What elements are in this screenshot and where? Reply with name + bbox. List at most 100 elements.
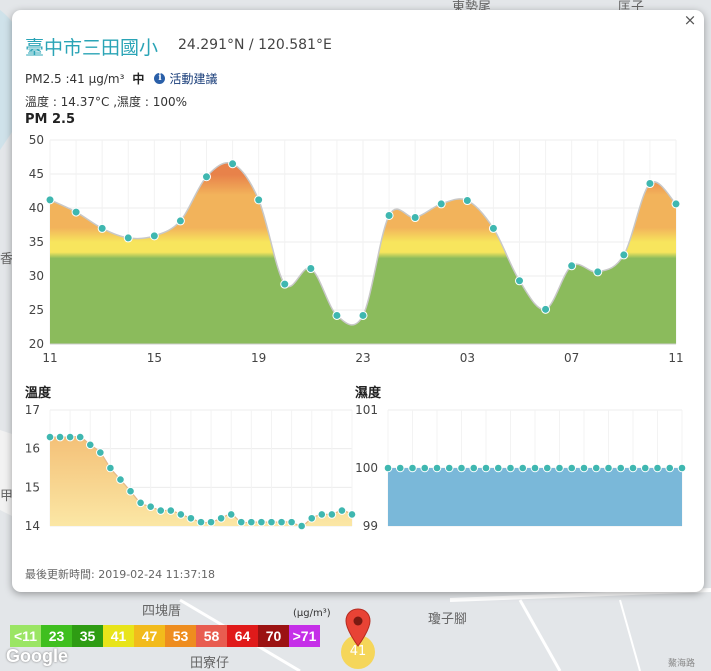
- data-point: [277, 517, 286, 527]
- data-point: [591, 463, 601, 473]
- data-point: [146, 502, 155, 511]
- data-point: [444, 463, 454, 473]
- data-point: [420, 463, 430, 473]
- y-tick-label: 50: [29, 133, 44, 147]
- data-point: [481, 463, 491, 473]
- temperature-chart-title: 溫度: [25, 386, 52, 401]
- data-point: [332, 310, 342, 320]
- data-point: [593, 267, 603, 277]
- data-point: [604, 463, 613, 473]
- data-point: [267, 517, 276, 527]
- legend-item: 41: [103, 625, 134, 647]
- data-point: [123, 233, 133, 243]
- data-point: [555, 463, 564, 473]
- data-point: [216, 513, 226, 523]
- data-point: [436, 199, 446, 209]
- data-point: [106, 463, 115, 473]
- pm25-chart: 20 25 30 35 40 45 50 11 15 19 23 03 07 11: [29, 133, 684, 365]
- data-point: [136, 498, 145, 508]
- pm25-legend: <11 23 35 41 47 53 58 64 70 >71: [10, 625, 320, 647]
- data-point: [96, 448, 105, 457]
- close-button[interactable]: ×: [683, 11, 697, 29]
- humidity-area: [388, 468, 682, 526]
- data-point: [653, 463, 662, 473]
- data-point: [395, 463, 405, 473]
- data-point: [166, 506, 176, 515]
- legend-item: 35: [72, 625, 103, 647]
- y-tick-label: 16: [25, 442, 40, 456]
- y-tick-label: 25: [29, 303, 44, 317]
- legend-item: 53: [165, 625, 196, 647]
- data-point: [530, 463, 540, 473]
- data-point: [640, 463, 650, 473]
- data-point: [149, 231, 159, 241]
- temp-humidity-summary: 溫度 : 14.37°C ,濕度 : 100%: [25, 95, 188, 109]
- pm25-chart-title: PM 2.5: [25, 112, 76, 127]
- data-point: [71, 207, 81, 217]
- data-point: [45, 195, 55, 205]
- data-point: [65, 432, 75, 442]
- y-tick-label: 30: [29, 269, 44, 283]
- map-label-tianliaozai: 田寮仔: [190, 656, 230, 671]
- temperature-chart: 14 15 16 17: [25, 403, 357, 533]
- data-point: [462, 196, 472, 206]
- data-point: [297, 521, 306, 531]
- data-point: [493, 463, 503, 473]
- data-point: [306, 264, 316, 274]
- y-tick-label: 15: [25, 480, 40, 494]
- legend-item: 58: [196, 625, 227, 647]
- data-point: [469, 463, 479, 473]
- data-point: [85, 440, 95, 450]
- data-point: [228, 159, 238, 169]
- data-point: [671, 199, 681, 209]
- info-icon[interactable]: i: [154, 73, 166, 84]
- data-point: [126, 486, 135, 496]
- data-point: [156, 506, 166, 515]
- data-point: [236, 517, 246, 527]
- map-label-sikuaicuo: 四塊厝: [142, 604, 182, 619]
- y-tick-label: 100: [355, 461, 378, 475]
- data-point: [202, 172, 211, 182]
- pm25-summary: PM2.5 :41 μg/m³ 中 i 活動建議: [25, 70, 217, 87]
- station-popup: × 臺中市三田國小 24.291°N / 120.581°E PM2.5 :41…: [12, 10, 704, 592]
- data-point: [280, 279, 290, 289]
- last-updated: 最後更新時間: 2019-02-24 11:37:18: [25, 568, 216, 581]
- data-point: [677, 463, 687, 473]
- legend-item: 64: [227, 625, 258, 647]
- data-point: [665, 463, 675, 473]
- data-point: [347, 510, 357, 519]
- data-point: [116, 475, 125, 484]
- legend-item: <11: [10, 625, 41, 647]
- x-tick-label: 07: [564, 351, 579, 365]
- data-point: [515, 276, 524, 286]
- x-tick-label: 11: [42, 351, 57, 365]
- y-tick-label: 17: [25, 403, 40, 417]
- data-point: [175, 216, 185, 226]
- activity-advice-link[interactable]: 活動建議: [169, 72, 218, 86]
- data-point: [628, 463, 638, 473]
- data-point: [97, 223, 107, 233]
- data-point: [226, 510, 236, 519]
- map-pin-icon[interactable]: [345, 608, 371, 648]
- legend-unit: (μg/m³): [293, 608, 331, 619]
- data-point: [579, 463, 589, 473]
- station-coords: 24.291°N / 120.581°E: [178, 37, 332, 53]
- y-tick-label: 14: [25, 519, 40, 533]
- data-point: [616, 463, 626, 473]
- data-point: [645, 179, 655, 189]
- data-point: [307, 513, 317, 523]
- x-tick-label: 15: [147, 351, 162, 365]
- y-tick-label: 101: [355, 403, 378, 417]
- data-point: [287, 517, 296, 527]
- x-tick-label: 23: [355, 351, 370, 365]
- station-name: 臺中市三田國小: [25, 37, 159, 59]
- data-point: [196, 517, 206, 527]
- google-logo[interactable]: Google: [6, 646, 68, 666]
- data-point: [506, 463, 515, 473]
- data-point: [567, 463, 577, 473]
- data-point: [254, 195, 264, 205]
- x-tick-label: 19: [251, 351, 266, 365]
- temperature-area: [50, 436, 352, 527]
- humidity-chart: 99 100 101: [355, 403, 687, 533]
- data-point: [410, 213, 420, 223]
